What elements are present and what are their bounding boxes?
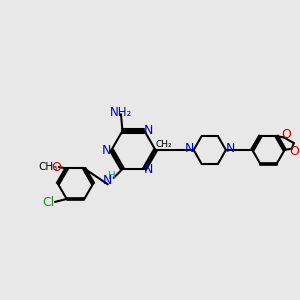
Text: N: N (184, 142, 194, 155)
Text: N: N (101, 143, 111, 157)
Text: CH₃: CH₃ (38, 162, 58, 172)
Text: N: N (226, 142, 235, 155)
Text: N: N (103, 174, 112, 187)
Text: O: O (290, 145, 299, 158)
Text: NH₂: NH₂ (110, 106, 132, 119)
Text: N: N (143, 124, 153, 137)
Text: CH₂: CH₂ (155, 140, 172, 149)
Text: H: H (108, 171, 116, 182)
Text: Cl: Cl (42, 196, 55, 209)
Text: O: O (52, 160, 61, 173)
Text: O: O (281, 128, 291, 141)
Text: N: N (143, 163, 153, 176)
